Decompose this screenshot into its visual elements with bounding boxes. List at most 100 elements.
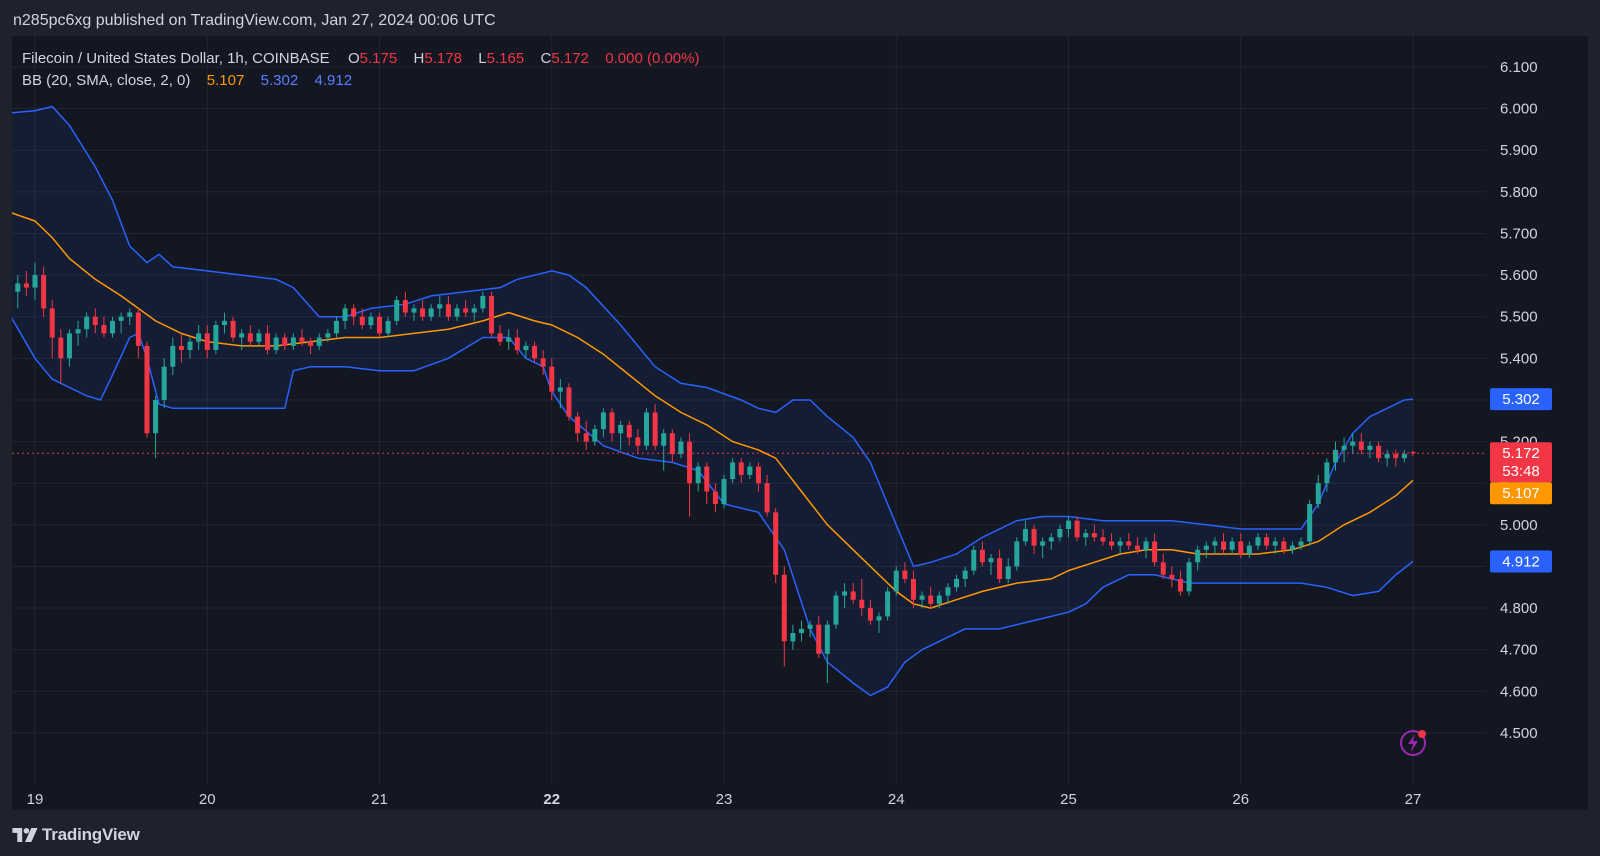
candle-body bbox=[1169, 574, 1175, 579]
candle bbox=[463, 300, 469, 317]
candle-body bbox=[1332, 449, 1338, 463]
candle-body bbox=[445, 304, 451, 317]
price-chart[interactable]: 4.5004.6004.7004.8004.9005.0005.1005.200… bbox=[12, 36, 1588, 810]
candle bbox=[351, 304, 357, 326]
candle bbox=[1332, 441, 1338, 471]
candle-body bbox=[575, 416, 581, 434]
symbol-name[interactable]: Filecoin / United States Dollar, 1h, COI… bbox=[22, 50, 330, 67]
candle-body bbox=[885, 591, 891, 617]
candle-body bbox=[799, 628, 805, 634]
candle-body bbox=[394, 300, 400, 321]
candle bbox=[230, 316, 236, 342]
candle-body bbox=[1255, 537, 1261, 546]
open-label: O bbox=[347, 50, 360, 67]
candle bbox=[1238, 533, 1244, 559]
candle bbox=[902, 562, 908, 584]
candle-body bbox=[635, 437, 641, 446]
last-price-box bbox=[1490, 442, 1552, 483]
candle-body bbox=[1109, 541, 1115, 546]
bb-basis-text: 5.107 bbox=[1502, 485, 1540, 502]
band-fill bbox=[12, 106, 1413, 696]
candle-body bbox=[1401, 454, 1407, 459]
candle-body bbox=[84, 316, 90, 330]
candle-body bbox=[290, 337, 296, 346]
candle-body bbox=[781, 574, 787, 642]
brand-name[interactable]: TradingView bbox=[42, 825, 140, 844]
chart-pane[interactable]: 4.5004.6004.7004.8004.9005.0005.1005.200… bbox=[12, 36, 1588, 810]
time-tick-label: 19 bbox=[27, 791, 44, 808]
candle bbox=[66, 329, 72, 367]
candle bbox=[471, 304, 477, 321]
candle-body bbox=[988, 558, 994, 563]
candle-body bbox=[669, 433, 675, 455]
low-value: 5.165 bbox=[486, 50, 525, 67]
candle bbox=[1177, 570, 1183, 596]
candle-body bbox=[204, 333, 210, 351]
candle bbox=[187, 337, 193, 359]
candle bbox=[1289, 541, 1295, 554]
lightning-icon[interactable] bbox=[1400, 730, 1426, 756]
candle-body bbox=[652, 412, 658, 446]
candle-body bbox=[790, 633, 796, 642]
price-tick-label: 6.100 bbox=[1500, 59, 1538, 76]
price-tick-label: 4.700 bbox=[1500, 642, 1538, 659]
candle bbox=[661, 429, 667, 471]
candle-body bbox=[92, 316, 98, 326]
candle-body bbox=[910, 578, 916, 600]
candle-body bbox=[273, 337, 279, 351]
candle bbox=[1324, 458, 1330, 492]
candle bbox=[282, 333, 288, 351]
candle-body bbox=[1126, 541, 1132, 546]
candle bbox=[1212, 537, 1218, 554]
candle bbox=[428, 304, 434, 321]
open-value: 5.175 bbox=[359, 50, 398, 67]
candle bbox=[1057, 524, 1063, 542]
candle bbox=[678, 437, 684, 459]
candle-body bbox=[902, 570, 908, 579]
candle bbox=[1083, 528, 1089, 546]
candle-body bbox=[1143, 541, 1149, 550]
publisher-header: n285pc6xg published on TradingView.com, … bbox=[13, 12, 496, 29]
candle-body bbox=[170, 345, 176, 367]
candle bbox=[1022, 520, 1028, 546]
price-tick-label: 5.900 bbox=[1500, 142, 1538, 159]
candle-body bbox=[514, 337, 520, 351]
candle bbox=[273, 333, 279, 355]
candle bbox=[1091, 524, 1097, 542]
tradingview-logo-icon[interactable] bbox=[12, 828, 38, 842]
candle-body bbox=[127, 312, 133, 317]
candle-body bbox=[75, 329, 81, 334]
legend-symbol-row[interactable]: Filecoin / United States Dollar, 1h, COI… bbox=[22, 48, 699, 70]
candle-body bbox=[971, 549, 977, 571]
candle bbox=[609, 408, 615, 442]
time-tick-label: 25 bbox=[1060, 791, 1077, 808]
candle-body bbox=[1160, 562, 1166, 575]
candle bbox=[1281, 537, 1287, 554]
legend-indicator-row[interactable]: BB (20, SMA, close, 2, 0) 5.107 5.302 4.… bbox=[22, 70, 699, 92]
bb-lower-price-tag-text: 4.912 bbox=[1502, 553, 1540, 570]
price-tick-label: 5.800 bbox=[1500, 184, 1538, 201]
candle-body bbox=[678, 441, 684, 455]
indicator-name[interactable]: BB (20, SMA, close, 2, 0) bbox=[22, 72, 191, 89]
candle bbox=[144, 341, 150, 438]
candle bbox=[497, 325, 503, 346]
time-axis[interactable]: 19 20 21 22 23 24 25 26 27 bbox=[27, 791, 1422, 808]
candle-body bbox=[928, 595, 934, 604]
candle-body bbox=[101, 325, 107, 334]
footer: TradingView bbox=[12, 820, 140, 850]
candle bbox=[592, 424, 598, 446]
candle-body bbox=[1221, 541, 1227, 550]
candle-body bbox=[962, 570, 968, 579]
time-tick-label: 21 bbox=[371, 791, 388, 808]
candle-body bbox=[135, 312, 141, 346]
candle bbox=[936, 591, 942, 609]
candle-body bbox=[1014, 541, 1020, 567]
candle bbox=[893, 566, 899, 596]
candle bbox=[962, 566, 968, 588]
candle bbox=[454, 304, 460, 321]
candle bbox=[506, 329, 512, 351]
candle-body bbox=[945, 587, 951, 596]
candle-body bbox=[1117, 541, 1123, 546]
candle bbox=[1401, 449, 1407, 463]
candle-body bbox=[325, 333, 331, 338]
